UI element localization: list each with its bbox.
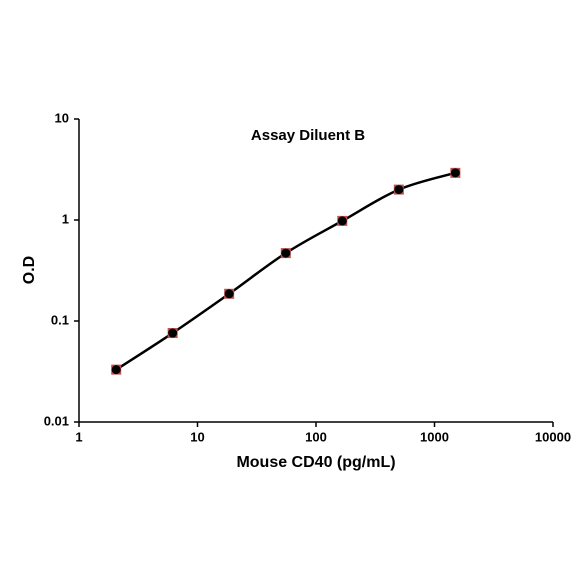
marker: [281, 248, 291, 258]
marker: [224, 289, 234, 299]
y-tick-label: 0.01: [44, 413, 69, 428]
y-axis-label: O.D: [21, 256, 38, 284]
y-tick-label: 10: [55, 110, 69, 125]
marker: [337, 216, 347, 226]
y-tick-label: 0.1: [51, 312, 69, 327]
y-tick-label: 1: [62, 211, 69, 226]
x-axis-label: Mouse CD40 (pg/mL): [236, 454, 395, 471]
marker: [450, 168, 460, 178]
marker: [168, 328, 178, 338]
x-tick-label: 1000: [420, 429, 449, 444]
x-tick-label: 10: [190, 429, 204, 444]
x-tick-label: 100: [305, 429, 327, 444]
x-tick-label: 10000: [535, 429, 571, 444]
x-tick-label: 1: [75, 429, 82, 444]
marker: [111, 365, 121, 375]
chart-title: Assay Diluent B: [251, 127, 365, 144]
marker: [394, 185, 404, 195]
series-line: [115, 171, 456, 371]
